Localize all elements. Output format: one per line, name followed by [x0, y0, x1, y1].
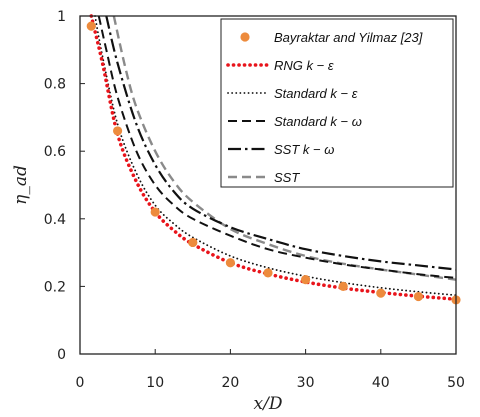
legend-label: Standard k − ε — [274, 86, 358, 101]
plot-area: 0 10 20 30 40 50 0 0.2 0.4 0.6 0.8 1 — [44, 9, 465, 391]
legend-marker — [240, 32, 250, 42]
x-tick-label: 0 — [76, 375, 85, 391]
data-point — [301, 275, 311, 285]
data-point — [225, 258, 235, 268]
x-tick-label: 20 — [221, 375, 239, 391]
legend-label: Bayraktar and Yilmaz [23] — [274, 30, 423, 45]
x-tick-label: 30 — [297, 375, 315, 391]
series-standard-k — [97, 15, 457, 279]
series-sst-k — [105, 15, 457, 271]
y-tick-label: 0.4 — [44, 212, 66, 228]
data-point — [86, 21, 96, 31]
series-bayraktar-and-yilmaz-23 — [86, 21, 461, 305]
legend: Bayraktar and Yilmaz [23] RNG k − ε Standa… — [220, 18, 454, 188]
y-tick-label: 0.8 — [44, 77, 66, 93]
legend-item-standard-k: Standard k − ω — [228, 114, 362, 129]
legend-label: RNG k − ε — [274, 58, 334, 73]
data-point — [338, 281, 348, 291]
data-point — [150, 207, 160, 217]
plot-frame — [79, 15, 457, 355]
legend-label: SST k − ω — [274, 142, 334, 157]
data-point — [263, 268, 273, 278]
legend-item-sst-k: SST k − ω — [228, 142, 334, 157]
legend-label: Standard k − ω — [274, 114, 362, 129]
y-tick-label: 0.6 — [44, 144, 66, 160]
legend-box — [220, 18, 454, 188]
series-line — [94, 15, 457, 297]
y-tick-label: 0.2 — [44, 279, 66, 295]
x-axis-title: x/D — [254, 394, 283, 414]
y-tick-label: 0 — [57, 347, 66, 363]
legend-item-rng-k: RNG k − ε — [226, 58, 334, 73]
y-tick-label: 1 — [57, 9, 66, 25]
x-tick-label: 40 — [372, 375, 390, 391]
series-layer — [86, 14, 461, 305]
y-axis-title: η_ad — [11, 165, 31, 205]
data-point — [113, 126, 123, 136]
legend-item-sst: SST — [228, 170, 300, 185]
legend-item-standard-k: Standard k − ε — [227, 86, 358, 101]
data-point — [413, 291, 423, 302]
axis-ticks: 0 10 20 30 40 50 0 0.2 0.4 0.6 0.8 1 — [44, 9, 465, 391]
data-point — [376, 288, 386, 298]
series-line — [97, 15, 457, 279]
x-tick-label: 10 — [146, 375, 164, 391]
x-tick-label: 50 — [447, 375, 465, 391]
series-standard-k — [94, 15, 457, 297]
legend-item-bayraktar-and-yilmaz-23: Bayraktar and Yilmaz [23] — [240, 30, 423, 45]
data-point — [188, 237, 198, 248]
legend-label: SST — [274, 170, 300, 185]
series-line — [105, 15, 457, 271]
